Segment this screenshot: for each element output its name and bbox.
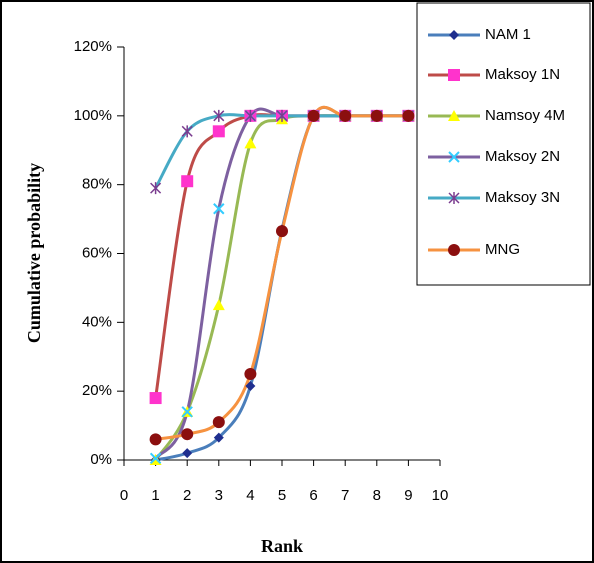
y-axis-label: Cumulative probability	[24, 163, 44, 343]
marker	[448, 192, 460, 204]
legend	[416, 2, 591, 286]
legend-label: Maksoy 1N	[485, 66, 560, 83]
marker	[245, 381, 256, 392]
marker	[307, 109, 320, 122]
x-axis-label: Rank	[261, 536, 303, 556]
marker	[182, 448, 193, 459]
marker	[213, 109, 225, 122]
marker	[149, 433, 162, 446]
x-tick-label: 10	[432, 487, 449, 504]
x-tick-label: 1	[151, 487, 159, 504]
marker	[181, 406, 193, 418]
x-tick-label: 9	[404, 487, 412, 504]
marker	[150, 182, 162, 195]
marker	[212, 299, 225, 311]
marker	[276, 225, 288, 238]
x-tick-label: 4	[246, 487, 254, 504]
marker	[149, 392, 162, 405]
legend-label: Namsoy 4M	[485, 107, 565, 124]
x-tick-label: 7	[341, 487, 349, 504]
marker	[448, 244, 460, 256]
legend-label: NAM 1	[485, 26, 531, 43]
legend-label: MNG	[485, 241, 520, 258]
marker	[244, 109, 256, 122]
y-tick-label: 40%	[82, 313, 112, 330]
x-tick-label: 0	[120, 487, 128, 504]
marker	[449, 30, 459, 40]
y-tick-label: 60%	[82, 244, 112, 261]
marker	[181, 175, 194, 188]
y-tick-label: 120%	[74, 38, 112, 55]
marker	[339, 109, 352, 122]
y-tick-label: 100%	[74, 107, 112, 124]
y-tick-label: 20%	[82, 382, 112, 399]
y-tick-label: 0%	[90, 451, 112, 468]
x-tick-label: 5	[278, 487, 286, 504]
legend-label: Maksoy 3N	[485, 189, 560, 206]
x-tick-label: 2	[183, 487, 191, 504]
legend-label: Maksoy 2N	[485, 148, 560, 165]
marker	[276, 109, 288, 122]
marker	[370, 109, 383, 122]
marker	[212, 416, 225, 429]
marker	[448, 69, 460, 81]
marker	[181, 125, 193, 138]
marker	[212, 125, 225, 138]
marker	[244, 137, 257, 149]
marker	[181, 428, 194, 441]
marker	[402, 109, 415, 122]
marker	[244, 367, 257, 380]
marker	[448, 151, 460, 163]
marker	[448, 110, 460, 121]
y-tick-label: 80%	[82, 176, 112, 193]
marker	[213, 432, 224, 443]
x-tick-label: 6	[309, 487, 317, 504]
x-tick-label: 3	[215, 487, 223, 504]
marker	[149, 452, 162, 464]
x-tick-label: 8	[373, 487, 381, 504]
marker	[213, 203, 225, 215]
